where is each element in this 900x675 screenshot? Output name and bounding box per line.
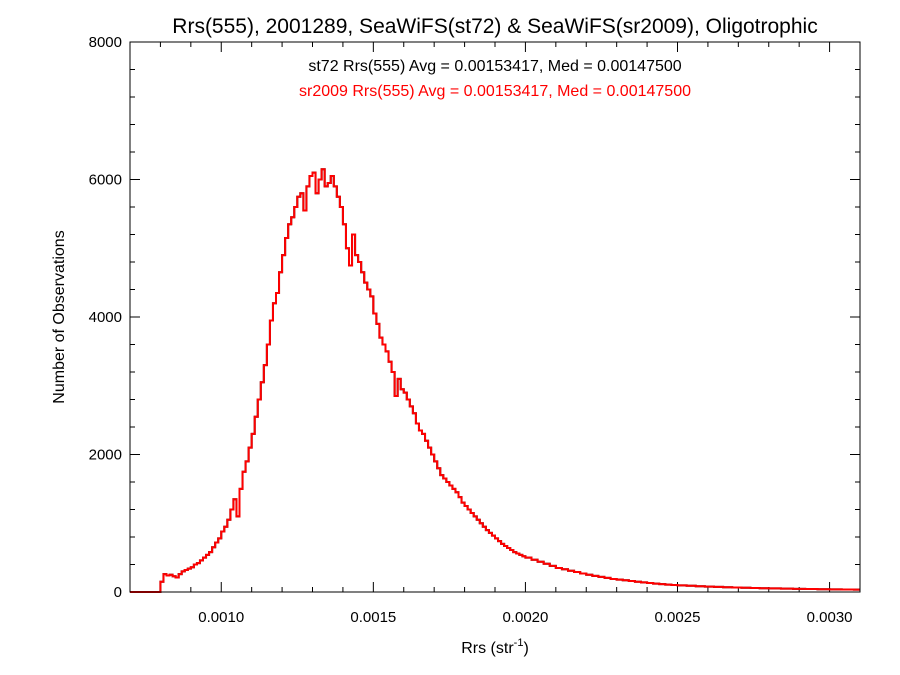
- annotation-sr2009: sr2009 Rrs(555) Avg = 0.00153417, Med = …: [299, 83, 691, 100]
- plot-frame: [129, 41, 861, 593]
- series-sr2009-line: [130, 168, 860, 593]
- y-axis-label: Number of Observations: [51, 230, 68, 403]
- x-axis-label-close: ): [523, 640, 528, 657]
- x-tick-label: 0.0020: [502, 609, 548, 626]
- x-tick-label: 0.0010: [198, 609, 244, 626]
- y-tick-label: 6000: [89, 172, 122, 189]
- x-tick-label: 0.0030: [807, 609, 853, 626]
- x-axis-label-superscript: -1: [514, 637, 524, 649]
- series-group: [130, 168, 860, 593]
- chart-title: Rrs(555), 2001289, SeaWiFS(st72) & SeaWi…: [172, 15, 817, 38]
- y-tick-label: 8000: [89, 34, 122, 51]
- y-tick-label: 2000: [89, 447, 122, 464]
- x-axis-label: Rrs (str-1): [461, 637, 529, 657]
- x-tick-label: 0.0025: [655, 609, 701, 626]
- ticks-group: 0.0010 0.0015 0.0020 0.0025 0.0030 0 2000 4000 6…: [89, 34, 861, 626]
- y-tick-label: 0: [114, 584, 122, 601]
- x-axis-label-main: Rrs (str: [461, 640, 514, 657]
- annotation-st72: st72 Rrs(555) Avg = 0.00153417, Med = 0.…: [308, 58, 681, 75]
- x-tick-label: 0.0015: [350, 609, 396, 626]
- y-tick-label: 4000: [89, 309, 122, 326]
